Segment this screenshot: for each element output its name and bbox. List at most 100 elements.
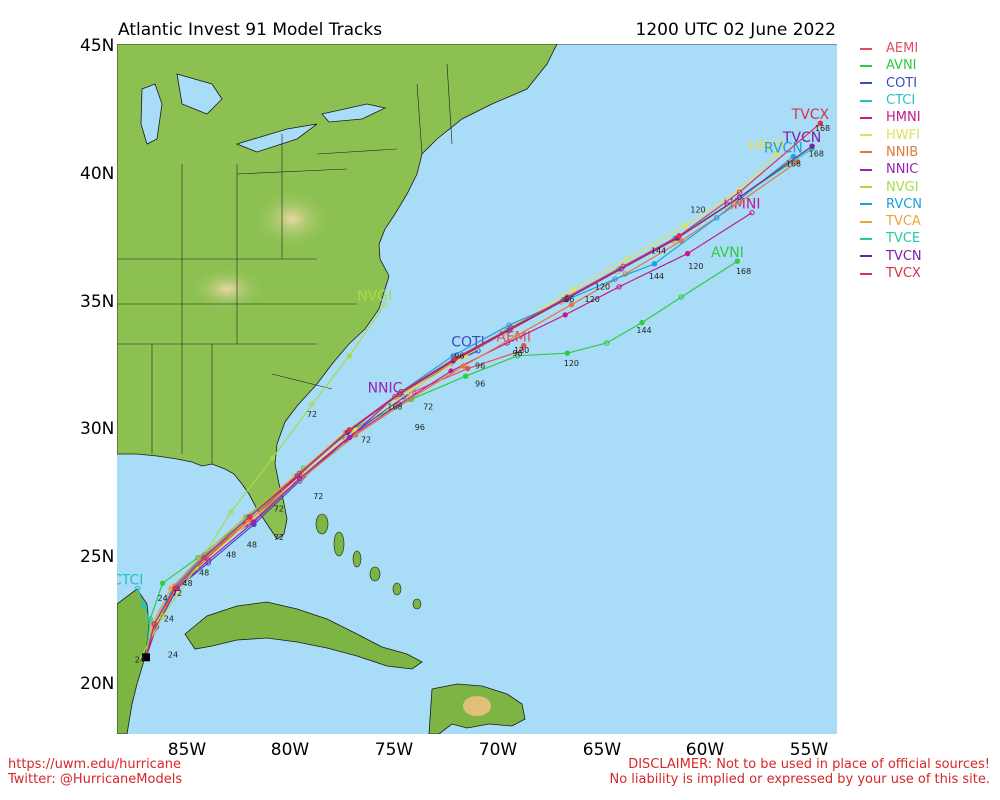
track-point (309, 401, 315, 407)
forecast-hour-label: 48 (226, 551, 236, 560)
track-point (678, 294, 685, 300)
track-point (651, 261, 658, 267)
legend-swatch (860, 47, 872, 50)
forecast-hour-label: 168 (786, 160, 801, 169)
track-point (251, 519, 257, 525)
footer-left: https://uwm.edu/hurricane Twitter: @Hurr… (8, 757, 182, 787)
forecast-hour-label: 96 (454, 351, 464, 360)
track-end-label: NVGI (357, 289, 392, 305)
forecast-hour-label: 24 (168, 650, 178, 659)
lon-label-60w: 60W (685, 740, 725, 760)
map-date: 1200 UTC 02 June 2022 (635, 20, 837, 40)
storm-origin-marker (142, 653, 150, 662)
forecast-hour-label: 24 (158, 594, 168, 603)
track-point (794, 158, 801, 165)
map-title: Atlantic Invest 91 Model Tracks (118, 20, 383, 40)
lon-label-65w: 65W (582, 740, 622, 760)
track-point (508, 325, 514, 331)
forecast-hour-label: 96 (475, 379, 485, 388)
legend-label: TVCA (886, 214, 921, 230)
track-point (205, 557, 212, 563)
forecast-hour-label: 168 (815, 124, 830, 133)
lat-label-35n: 35N (80, 292, 115, 312)
forecast-hour-label: 24 (135, 655, 145, 664)
legend-item-tvcx: TVCX (860, 265, 922, 282)
track-line (145, 122, 821, 658)
track-point (620, 263, 626, 270)
forecast-hour-label: 144 (651, 247, 666, 256)
track-point (141, 603, 147, 609)
appalachian-highland (252, 189, 332, 249)
legend-label: TVCE (886, 231, 921, 247)
legend-item-rvcn: RVCN (860, 196, 922, 213)
legend-item-hwfi: HWFI (860, 126, 922, 143)
lat-label-30n: 30N (80, 419, 115, 439)
track-point (462, 373, 469, 379)
legend-item-hmni: HMNI (860, 109, 922, 126)
legend-swatch (860, 255, 872, 258)
forecast-hour-label: 144 (636, 326, 651, 335)
track-point (346, 353, 353, 359)
track-point (734, 258, 741, 264)
track-point (400, 394, 406, 400)
track-point (616, 284, 622, 290)
track-point (346, 434, 353, 441)
lon-label-75w: 75W (374, 740, 414, 760)
source-url-link[interactable]: https://uwm.edu/hurricane (8, 757, 182, 772)
track-point (346, 427, 353, 433)
track-point (624, 256, 631, 262)
track-point (521, 342, 527, 349)
track-point (736, 189, 743, 195)
track-point (406, 396, 413, 402)
footer-disclaimer: DISCLAIMER: Not to be used in place of o… (609, 757, 990, 787)
legend-swatch (860, 220, 872, 223)
forecast-hour-label: 168 (736, 267, 751, 276)
legend-swatch (860, 151, 872, 154)
forecast-hour-label: 96 (512, 349, 522, 358)
track-point (201, 555, 207, 561)
legend-item-nnic: NNIC (860, 161, 922, 178)
track-end-label: TVCX (791, 107, 830, 123)
legend-label: NNIB (886, 144, 919, 160)
track-point (159, 613, 166, 620)
disclaimer-line-2: No liability is implied or expressed by … (609, 772, 990, 787)
track-point (452, 355, 458, 361)
track-point (676, 233, 682, 239)
track-point (514, 332, 521, 338)
track-point (682, 222, 689, 229)
state-boundaries (117, 63, 453, 464)
legend-item-tvcn: TVCN (860, 248, 922, 265)
track-end-label: AVNI (711, 245, 744, 261)
legend-label: AVNI (886, 58, 917, 74)
lon-label-85w: 85W (167, 740, 207, 760)
forecast-hour-label: 120 (514, 346, 529, 355)
track-end-label: TVCN (782, 130, 821, 146)
legend-item-avni: AVNI (860, 57, 922, 74)
track-point (518, 348, 525, 354)
cuba-land (184, 601, 423, 670)
disclaimer-line-1: DISCLAIMER: Not to be used in place of o… (628, 757, 990, 772)
forecast-hour-label: 120 (595, 282, 610, 291)
track-map: AEMIAVNICOTICTCIHMNIHWFINNICNVGIRVCNTVCN… (117, 44, 837, 734)
track-point (639, 319, 645, 326)
track-point (736, 194, 743, 201)
appalachian-highland-south (189, 267, 265, 311)
forecast-hour-label: 48 (247, 540, 257, 549)
track-point (604, 340, 610, 346)
legend-item-aemi: AEMI (860, 40, 922, 57)
track-tvcx: TVCX (145, 107, 830, 658)
legend-swatch (860, 116, 872, 119)
track-point (817, 120, 824, 126)
legend-item-nnib: NNIB (860, 144, 922, 161)
forecast-hour-label: 72 (423, 402, 433, 411)
track-point (172, 585, 178, 591)
legend-label: HWFI (886, 127, 920, 143)
legend-swatch (860, 272, 872, 275)
track-point (809, 143, 815, 149)
bahamas-islands (315, 513, 422, 610)
track-end-label: RVCN (764, 140, 803, 156)
forecast-hour-label: 120 (564, 359, 579, 368)
track-point (684, 250, 691, 257)
north-america-land (117, 44, 837, 540)
hispaniola-highland (463, 696, 491, 716)
